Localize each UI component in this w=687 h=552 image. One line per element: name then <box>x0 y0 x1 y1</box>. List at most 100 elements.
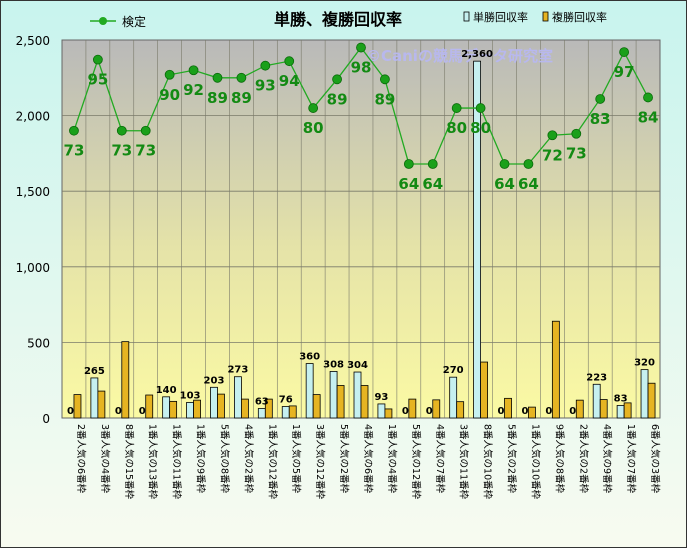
bar-value-label: 2,360 <box>461 49 493 60</box>
bar-fukusho <box>288 405 297 419</box>
bar-fukusho <box>193 399 201 419</box>
bar-value-label: 360 <box>299 352 320 363</box>
bar-fukusho <box>336 385 345 419</box>
y-tick-label: 0 <box>42 412 50 426</box>
bar-value-label: 270 <box>443 365 464 376</box>
legend-swatch-fukusho <box>542 11 549 22</box>
kentei-value-label: 83 <box>590 110 611 128</box>
x-category-label: 8番人気の15番枠 <box>123 424 135 500</box>
x-category-label: 5番人気の8番枠 <box>218 424 230 494</box>
kentei-value-label: 90 <box>159 86 180 104</box>
kentei-marker <box>116 125 127 136</box>
bar-value-label: 304 <box>347 360 368 371</box>
kentei-marker <box>523 159 534 169</box>
bar-value-label: 223 <box>586 372 607 383</box>
x-category-label: 5番人気の12番枠 <box>410 424 422 500</box>
bar-fukusho <box>623 402 632 419</box>
kentei-marker <box>619 47 630 57</box>
kentei-value-label: 64 <box>398 175 419 193</box>
x-category-label: 1番人気の13番枠 <box>147 424 159 500</box>
bar-fukusho <box>240 398 249 419</box>
x-category-label: 1番人気の5番枠 <box>290 424 302 494</box>
kentei-marker <box>140 125 151 136</box>
watermark-text: ©Caniの競馬データ研究室 <box>366 47 553 65</box>
bar-fukusho <box>217 393 225 419</box>
x-category-label: 1番人気の12番枠 <box>266 424 278 500</box>
kentei-value-label: 89 <box>231 89 252 107</box>
bar-fukusho <box>456 401 465 419</box>
bar-tansho <box>210 386 218 419</box>
y-axis-ticks: 0 500 1,000 1,500 2,000 2,500 <box>16 34 50 426</box>
kentei-marker <box>547 130 558 141</box>
y-tick-label: 1,000 <box>16 261 50 275</box>
legend-line-marker <box>99 17 107 25</box>
x-category-label: 4番人気の9番枠 <box>601 424 613 494</box>
bar-tansho <box>281 406 290 419</box>
bar-value-label: 0 <box>569 406 576 417</box>
kentei-value-label: 73 <box>135 142 156 160</box>
legend-label-fukusho: 複勝回収率 <box>552 10 607 24</box>
x-category-label: 2番人気の6番枠 <box>75 424 87 494</box>
kentei-marker <box>212 72 223 83</box>
x-category-label: 8番人気の10番枠 <box>482 424 494 500</box>
bar-fukusho <box>384 408 393 419</box>
kentei-marker <box>451 103 462 113</box>
kentei-marker <box>164 69 175 80</box>
x-category-label: 6番人気の3番枠 <box>649 424 661 494</box>
kentei-marker <box>380 74 390 85</box>
bar-fukusho <box>647 382 656 419</box>
bar-value-label: 0 <box>139 406 146 417</box>
kentei-value-label: 97 <box>614 63 635 81</box>
bar-fukusho <box>480 361 489 419</box>
bar-fukusho <box>551 320 560 419</box>
x-category-label: 3番人気の12番枠 <box>314 424 326 500</box>
y-tick-label: 2,000 <box>16 110 50 124</box>
x-category-label: 4番人気の6番枠 <box>362 424 374 494</box>
bar-value-label: 265 <box>84 366 105 377</box>
bar-value-label: 63 <box>255 396 269 407</box>
kentei-value-label: 73 <box>111 142 132 160</box>
kentei-value-label: 84 <box>638 108 659 126</box>
bar-fukusho <box>360 385 369 419</box>
bar-fukusho <box>97 390 106 419</box>
x-category-label: 4番人気の7番枠 <box>434 424 446 494</box>
bar-value-label: 83 <box>614 393 628 404</box>
kentei-value-label: 73 <box>566 145 587 163</box>
x-category-label: 9番人気の8番枠 <box>553 424 565 494</box>
plot-area <box>61 39 661 419</box>
bar-fukusho <box>504 397 512 419</box>
bar-value-label: 0 <box>402 406 409 417</box>
kentei-marker <box>356 42 366 53</box>
kentei-marker <box>427 159 438 169</box>
x-category-label: 3番人気の4番枠 <box>99 424 111 494</box>
bar-value-label: 0 <box>545 406 552 417</box>
legend-label-tansho: 単勝回収率 <box>473 10 528 24</box>
bar-fukusho <box>575 399 584 419</box>
bar-tansho <box>353 371 362 419</box>
bar-tansho <box>449 376 458 419</box>
bar-value-label: 140 <box>156 385 177 396</box>
kentei-marker <box>643 92 653 103</box>
kentei-value-label: 64 <box>422 175 443 193</box>
x-category-label: 1番人気の7番枠 <box>625 424 637 494</box>
x-category-label: 1番人気の4番枠 <box>386 424 398 494</box>
x-category-label: 3番人気の11番枠 <box>458 424 470 500</box>
bar-tansho <box>616 405 625 419</box>
kentei-value-label: 92 <box>183 81 204 99</box>
kentei-value-label: 72 <box>542 146 563 164</box>
kentei-marker <box>92 54 103 65</box>
x-category-label: 1番人気の10番枠 <box>529 424 541 500</box>
kentei-value-label: 98 <box>351 59 372 77</box>
bar-fukusho <box>145 394 154 419</box>
kentei-value-label: 64 <box>518 175 539 193</box>
kentei-marker <box>260 60 271 71</box>
legend: 検定 単勝回収率 複勝回収率 <box>90 10 607 29</box>
legend-swatch-tansho <box>463 11 470 22</box>
bar-fukusho <box>432 399 441 419</box>
bar-tansho <box>473 60 482 419</box>
kentei-marker <box>595 94 606 104</box>
